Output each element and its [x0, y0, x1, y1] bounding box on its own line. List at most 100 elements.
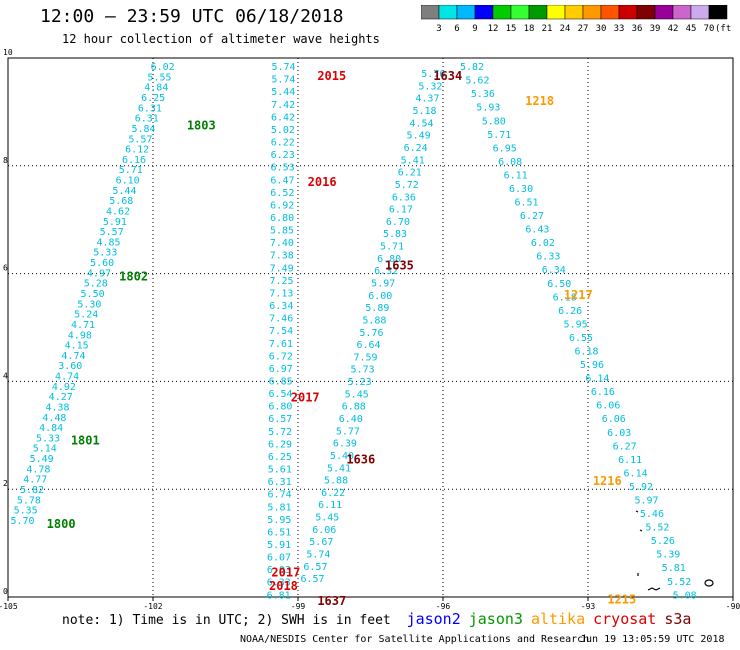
- wave-height-value: 6.11: [504, 170, 528, 181]
- x-tick-label: -93: [581, 602, 596, 610]
- island-outline: [704, 579, 714, 587]
- wave-height-value: 4.15: [65, 341, 89, 352]
- wave-height-value: 6.12: [125, 145, 149, 156]
- pass-time-label: 2018: [269, 579, 298, 593]
- wave-height-value: 6.23: [271, 150, 295, 161]
- wave-height-value: 5.74: [271, 62, 295, 73]
- wave-height-value: 6.25: [268, 452, 292, 463]
- pass-time-label: 1215: [607, 593, 636, 607]
- wave-height-value: 5.85: [270, 226, 294, 237]
- y-tick-label: 6: [3, 264, 8, 273]
- wave-height-value: 6.27: [520, 211, 544, 222]
- wave-height-value: 4.77: [23, 475, 47, 486]
- colorbar-label: 70: [704, 24, 715, 34]
- wave-height-value: 5.36: [471, 89, 495, 100]
- colorbar-label: 36: [632, 24, 643, 34]
- credit-line: NOAA/NESDIS Center for Satellite Applica…: [240, 634, 590, 645]
- wave-height-value: 6.22: [321, 488, 345, 499]
- wave-height-value: 6.34: [542, 265, 566, 276]
- map-title: 12:00 – 23:59 UTC 06/18/2018: [40, 6, 344, 27]
- wave-height-value: 6.36: [392, 192, 416, 203]
- wave-height-value: 5.76: [421, 69, 445, 80]
- map-subtitle: 12 hour collection of altimeter wave hei…: [62, 32, 380, 46]
- wave-height-value: 6.70: [386, 217, 410, 228]
- wave-height-value: 6.42: [271, 112, 295, 123]
- wave-height-value: 6.51: [267, 527, 291, 538]
- wave-height-value: 6.16: [122, 155, 146, 166]
- wave-height-value: 6.29: [268, 439, 292, 450]
- wave-height-value: 6.33: [536, 252, 560, 263]
- wave-height-value: 5.81: [662, 563, 686, 574]
- y-tick-label: 10: [3, 48, 13, 57]
- wave-height-value: 5.83: [383, 229, 407, 240]
- wave-height-value: 6.31: [138, 103, 162, 114]
- wave-height-value: 5.44: [112, 186, 136, 197]
- y-tick-label: 0: [3, 587, 8, 596]
- wave-height-value: 5.14: [33, 444, 57, 455]
- mission-jason2: jason2: [406, 610, 461, 628]
- wave-height-value: 5.70: [10, 516, 34, 527]
- colorbar-label: 18: [524, 24, 535, 34]
- wave-height-value: 5.80: [482, 116, 506, 127]
- wave-height-value: 6.08: [498, 157, 522, 168]
- wave-height-value: 5.89: [365, 303, 389, 314]
- wave-height-value: 6.22: [271, 138, 295, 149]
- colorbar-label: 42: [668, 24, 679, 34]
- wave-height-value: 7.25: [269, 276, 293, 287]
- wave-height-value: 6.25: [141, 93, 165, 104]
- wave-height-value: 7.42: [271, 100, 295, 111]
- wave-height-value: 5.96: [580, 360, 604, 371]
- x-tick-label: -102: [143, 602, 162, 610]
- wave-height-value: 5.26: [651, 536, 675, 547]
- wave-height-value: 4.48: [42, 413, 66, 424]
- wave-height-value: 6.14: [585, 374, 609, 385]
- wave-height-value: 5.91: [103, 217, 127, 228]
- wave-height-value: 5.88: [324, 476, 348, 487]
- wave-height-value: 5.71: [487, 130, 511, 141]
- colorbar-label: 21: [542, 24, 553, 34]
- wave-height-value: 5.62: [465, 76, 489, 87]
- wave-height-value: 5.45: [315, 513, 339, 524]
- wave-height-value: 5.71: [119, 165, 143, 176]
- mission-s3a: s3a: [664, 610, 692, 628]
- wave-height-value: 5.73: [351, 365, 375, 376]
- wave-height-value: 7.59: [354, 352, 378, 363]
- colorbar-label: 15: [506, 24, 517, 34]
- pass-time-label: 1637: [317, 594, 346, 608]
- wave-height-value: 3.60: [58, 361, 82, 372]
- wave-height-value: 6.95: [493, 143, 517, 154]
- pass-time-label: 1636: [346, 453, 375, 467]
- wave-height-value: 5.24: [74, 310, 98, 321]
- wave-height-value: 6.21: [398, 168, 422, 179]
- y-tick-label: 4: [3, 371, 8, 380]
- wave-height-value: 6.97: [269, 364, 293, 375]
- wave-height-value: 4.84: [39, 423, 63, 434]
- wave-height-value: 5.35: [14, 506, 38, 517]
- altimeter-track: 6.816.33 6.036.07 5.91 6.515.95 5.816.74 6.31…: [267, 62, 296, 601]
- colorbar-label: 9: [472, 24, 477, 34]
- wave-height-value: 6.43: [525, 225, 549, 236]
- wave-height-value: 6.18: [574, 347, 598, 358]
- wave-height-value: 6.31: [268, 477, 292, 488]
- wave-height-value: 6.10: [116, 176, 140, 187]
- wave-height-value: 5.91: [267, 540, 291, 551]
- wave-height-value: 5.18: [412, 106, 436, 117]
- x-tick-label: -90: [726, 602, 740, 610]
- pass-time-label: 1217: [564, 288, 593, 302]
- colorbar-unit: (ft): [715, 24, 731, 34]
- wave-height-value: 5.23: [348, 377, 372, 388]
- wave-height-value: 6.53: [271, 163, 295, 174]
- wave-height-value: 6.06: [602, 414, 626, 425]
- wave-height-value: 7.13: [269, 288, 293, 299]
- pass-time-label: 2017: [271, 566, 300, 580]
- wave-height-value: 5.30: [77, 299, 101, 310]
- wave-height-value: 5.74: [271, 75, 295, 86]
- wave-height-value: 5.93: [476, 103, 500, 114]
- wave-height-value: 5.76: [359, 328, 383, 339]
- wave-height-value: 6.80: [377, 254, 401, 265]
- wave-height-value: 5.40: [330, 451, 354, 462]
- wave-height-value: 6.16: [591, 387, 615, 398]
- wave-height-value: 5.68: [109, 196, 133, 207]
- wave-height-value: 4.92: [52, 382, 76, 393]
- wave-height-value: 6.52: [270, 188, 294, 199]
